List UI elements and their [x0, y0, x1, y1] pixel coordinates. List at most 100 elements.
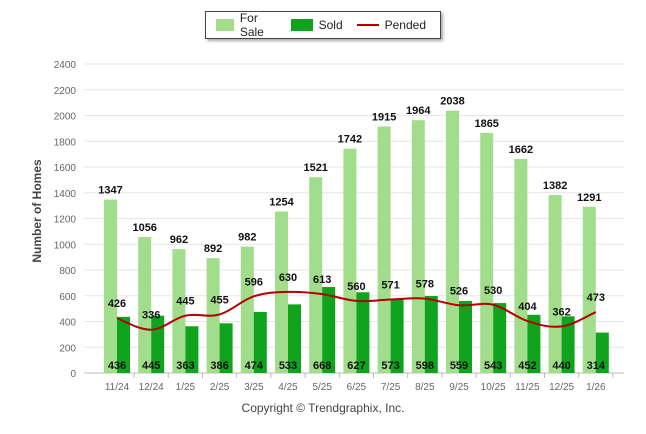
label-pended: 560	[347, 281, 365, 293]
legend-label-pended: Pended	[384, 18, 426, 32]
bar-sold[interactable]	[493, 303, 507, 373]
bar-sold[interactable]	[253, 311, 267, 373]
legend-item-sold[interactable]: Sold	[290, 18, 343, 32]
label-for-sale: 1915	[372, 111, 396, 123]
y-tick-label: 2200	[54, 86, 77, 97]
legend-label-for-sale: For Sale	[239, 11, 264, 39]
bar-for-sale[interactable]	[377, 126, 391, 373]
x-tick-label: 11/24	[105, 382, 130, 393]
sold-swatch	[290, 19, 313, 31]
label-sold: 314	[587, 360, 606, 372]
x-tick-label: 12/24	[139, 382, 164, 393]
label-sold: 533	[279, 360, 297, 372]
label-for-sale: 1662	[509, 144, 533, 156]
pended-swatch	[356, 24, 379, 26]
bar-sold[interactable]	[117, 316, 130, 373]
bar-sold[interactable]	[459, 301, 472, 373]
bar-sold[interactable]	[595, 332, 609, 373]
label-pended: 578	[416, 279, 434, 291]
y-axis-ticks: 0 200 400 600 800 1000 1200 1400 1600 1800 2000 220…	[54, 60, 77, 380]
copyright-text: Copyright © Trendgraphix, Inc.	[241, 401, 405, 415]
label-pended: 526	[450, 285, 468, 297]
label-sold: 474	[245, 360, 264, 372]
label-sold: 452	[518, 360, 536, 372]
x-tick-label: 4/25	[278, 382, 298, 393]
y-axis-title: Number of Homes	[30, 159, 44, 263]
label-pended: 455	[210, 294, 228, 306]
label-for-sale: 2038	[440, 96, 464, 108]
label-sold: 598	[416, 360, 434, 372]
label-sold: 559	[450, 360, 468, 372]
bar-for-sale[interactable]	[240, 246, 254, 373]
pended-line	[116, 290, 597, 331]
for-sale-swatch	[216, 19, 234, 31]
y-tick-label: 800	[59, 266, 76, 277]
bar-sold[interactable]	[322, 286, 336, 373]
label-for-sale: 1521	[303, 162, 327, 174]
label-sold: 573	[381, 360, 399, 372]
bar-for-sale[interactable]	[104, 199, 117, 373]
label-for-sale: 1291	[577, 192, 601, 204]
bar-for-sale[interactable]	[309, 177, 323, 373]
pended-line-path[interactable]	[116, 290, 597, 331]
x-tick-label: 8/25	[415, 382, 435, 393]
label-pended: 530	[484, 285, 502, 297]
y-tick-label: 200	[59, 343, 76, 354]
bar-sold[interactable]	[527, 314, 541, 373]
y-tick-label: 1800	[54, 137, 77, 148]
bar-sold[interactable]	[424, 296, 438, 373]
label-for-sale: 892	[204, 243, 222, 255]
legend-label-sold: Sold	[318, 18, 343, 32]
legend-item-pended[interactable]: Pended	[356, 18, 426, 32]
bar-for-sale[interactable]	[480, 132, 494, 373]
label-sold: 436	[108, 360, 126, 372]
label-sold: 543	[484, 360, 502, 372]
x-tick-label: 7/25	[381, 382, 401, 393]
bar-for-sale[interactable]	[138, 237, 152, 373]
data-labels: 1347 436 426 1056 445 336 962 363 445 892 386 455 98…	[98, 96, 606, 372]
bar-sold[interactable]	[390, 299, 404, 373]
label-sold: 627	[347, 360, 365, 372]
label-pended: 362	[552, 306, 570, 318]
bar-sold[interactable]	[356, 292, 370, 373]
bar-sold[interactable]	[561, 316, 575, 373]
bar-sold[interactable]	[185, 326, 199, 373]
legend: For Sale Sold Pended	[205, 11, 441, 39]
label-sold: 363	[176, 360, 194, 372]
label-pended: 630	[279, 272, 297, 284]
bar-for-sale[interactable]	[343, 148, 357, 373]
label-sold: 440	[552, 360, 570, 372]
label-pended: 336	[142, 310, 160, 322]
y-tick-label: 1200	[54, 215, 77, 226]
label-for-sale: 1742	[338, 134, 362, 146]
bar-for-sale[interactable]	[514, 159, 528, 373]
label-sold: 445	[142, 360, 160, 372]
x-tick-label: 5/25	[312, 382, 332, 393]
x-tick-label: 1/25	[176, 382, 196, 393]
bar-sold[interactable]	[288, 304, 301, 373]
label-sold: 668	[313, 360, 331, 372]
legend-item-for-sale[interactable]: For Sale	[216, 11, 277, 39]
x-tick-label: 9/25	[449, 382, 469, 393]
label-pended: 613	[313, 274, 331, 286]
x-tick-label: 11/25	[515, 382, 540, 393]
bar-for-sale[interactable]	[172, 249, 186, 373]
label-for-sale: 1964	[406, 105, 431, 117]
y-tick-label: 400	[59, 318, 76, 329]
label-for-sale: 1865	[474, 118, 498, 130]
bar-sold[interactable]	[219, 323, 233, 373]
x-tick-label: 3/25	[244, 382, 264, 393]
label-for-sale: 1347	[98, 185, 122, 197]
label-pended: 571	[381, 279, 399, 291]
y-tick-label: 1600	[54, 163, 77, 174]
x-tick-label: 2/25	[210, 382, 230, 393]
y-tick-label: 2400	[54, 60, 77, 71]
label-pended: 426	[108, 298, 126, 310]
bar-for-sale[interactable]	[446, 110, 459, 374]
bar-for-sale[interactable]	[411, 120, 425, 373]
bar-for-sale[interactable]	[548, 195, 562, 373]
x-tick-label: 1/26	[586, 382, 606, 393]
bar-for-sale[interactable]	[582, 206, 596, 373]
label-for-sale: 1056	[132, 222, 156, 234]
